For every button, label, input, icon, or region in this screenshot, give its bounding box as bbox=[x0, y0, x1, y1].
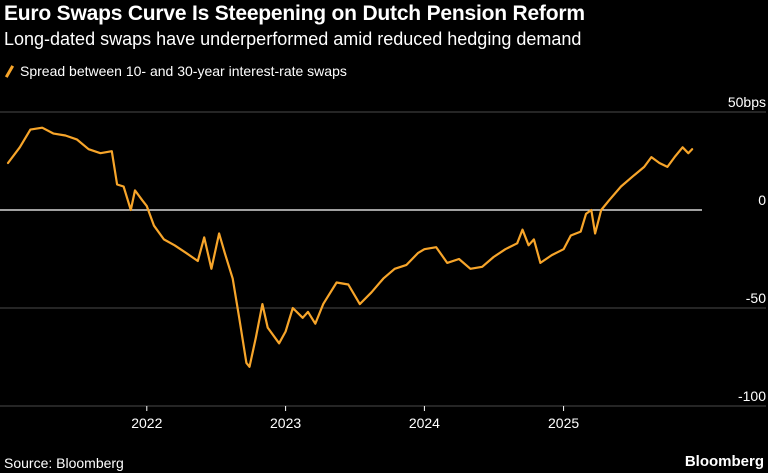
series-line bbox=[6, 126, 694, 368]
y-tick-label: -50 bbox=[746, 290, 766, 306]
x-tick-label: 2024 bbox=[409, 415, 440, 431]
x-tick-label: 2025 bbox=[548, 415, 579, 431]
chart-subtitle: Long-dated swaps have underperformed ami… bbox=[4, 29, 582, 49]
y-tick-label: 0 bbox=[758, 192, 766, 208]
legend-label: Spread between 10- and 30-year interest-… bbox=[20, 63, 347, 79]
y-tick-label: -100 bbox=[738, 388, 766, 404]
legend: Spread between 10- and 30-year interest-… bbox=[4, 63, 347, 79]
x-tick-label: 2022 bbox=[131, 415, 162, 431]
chart-title: Euro Swaps Curve Is Steepening on Dutch … bbox=[4, 2, 585, 25]
brand-logo: Bloomberg bbox=[684, 453, 764, 470]
y-tick-label: 50bps bbox=[728, 94, 766, 110]
source-note: Source: Bloomberg bbox=[4, 455, 124, 471]
x-tick-label: 2023 bbox=[270, 415, 301, 431]
